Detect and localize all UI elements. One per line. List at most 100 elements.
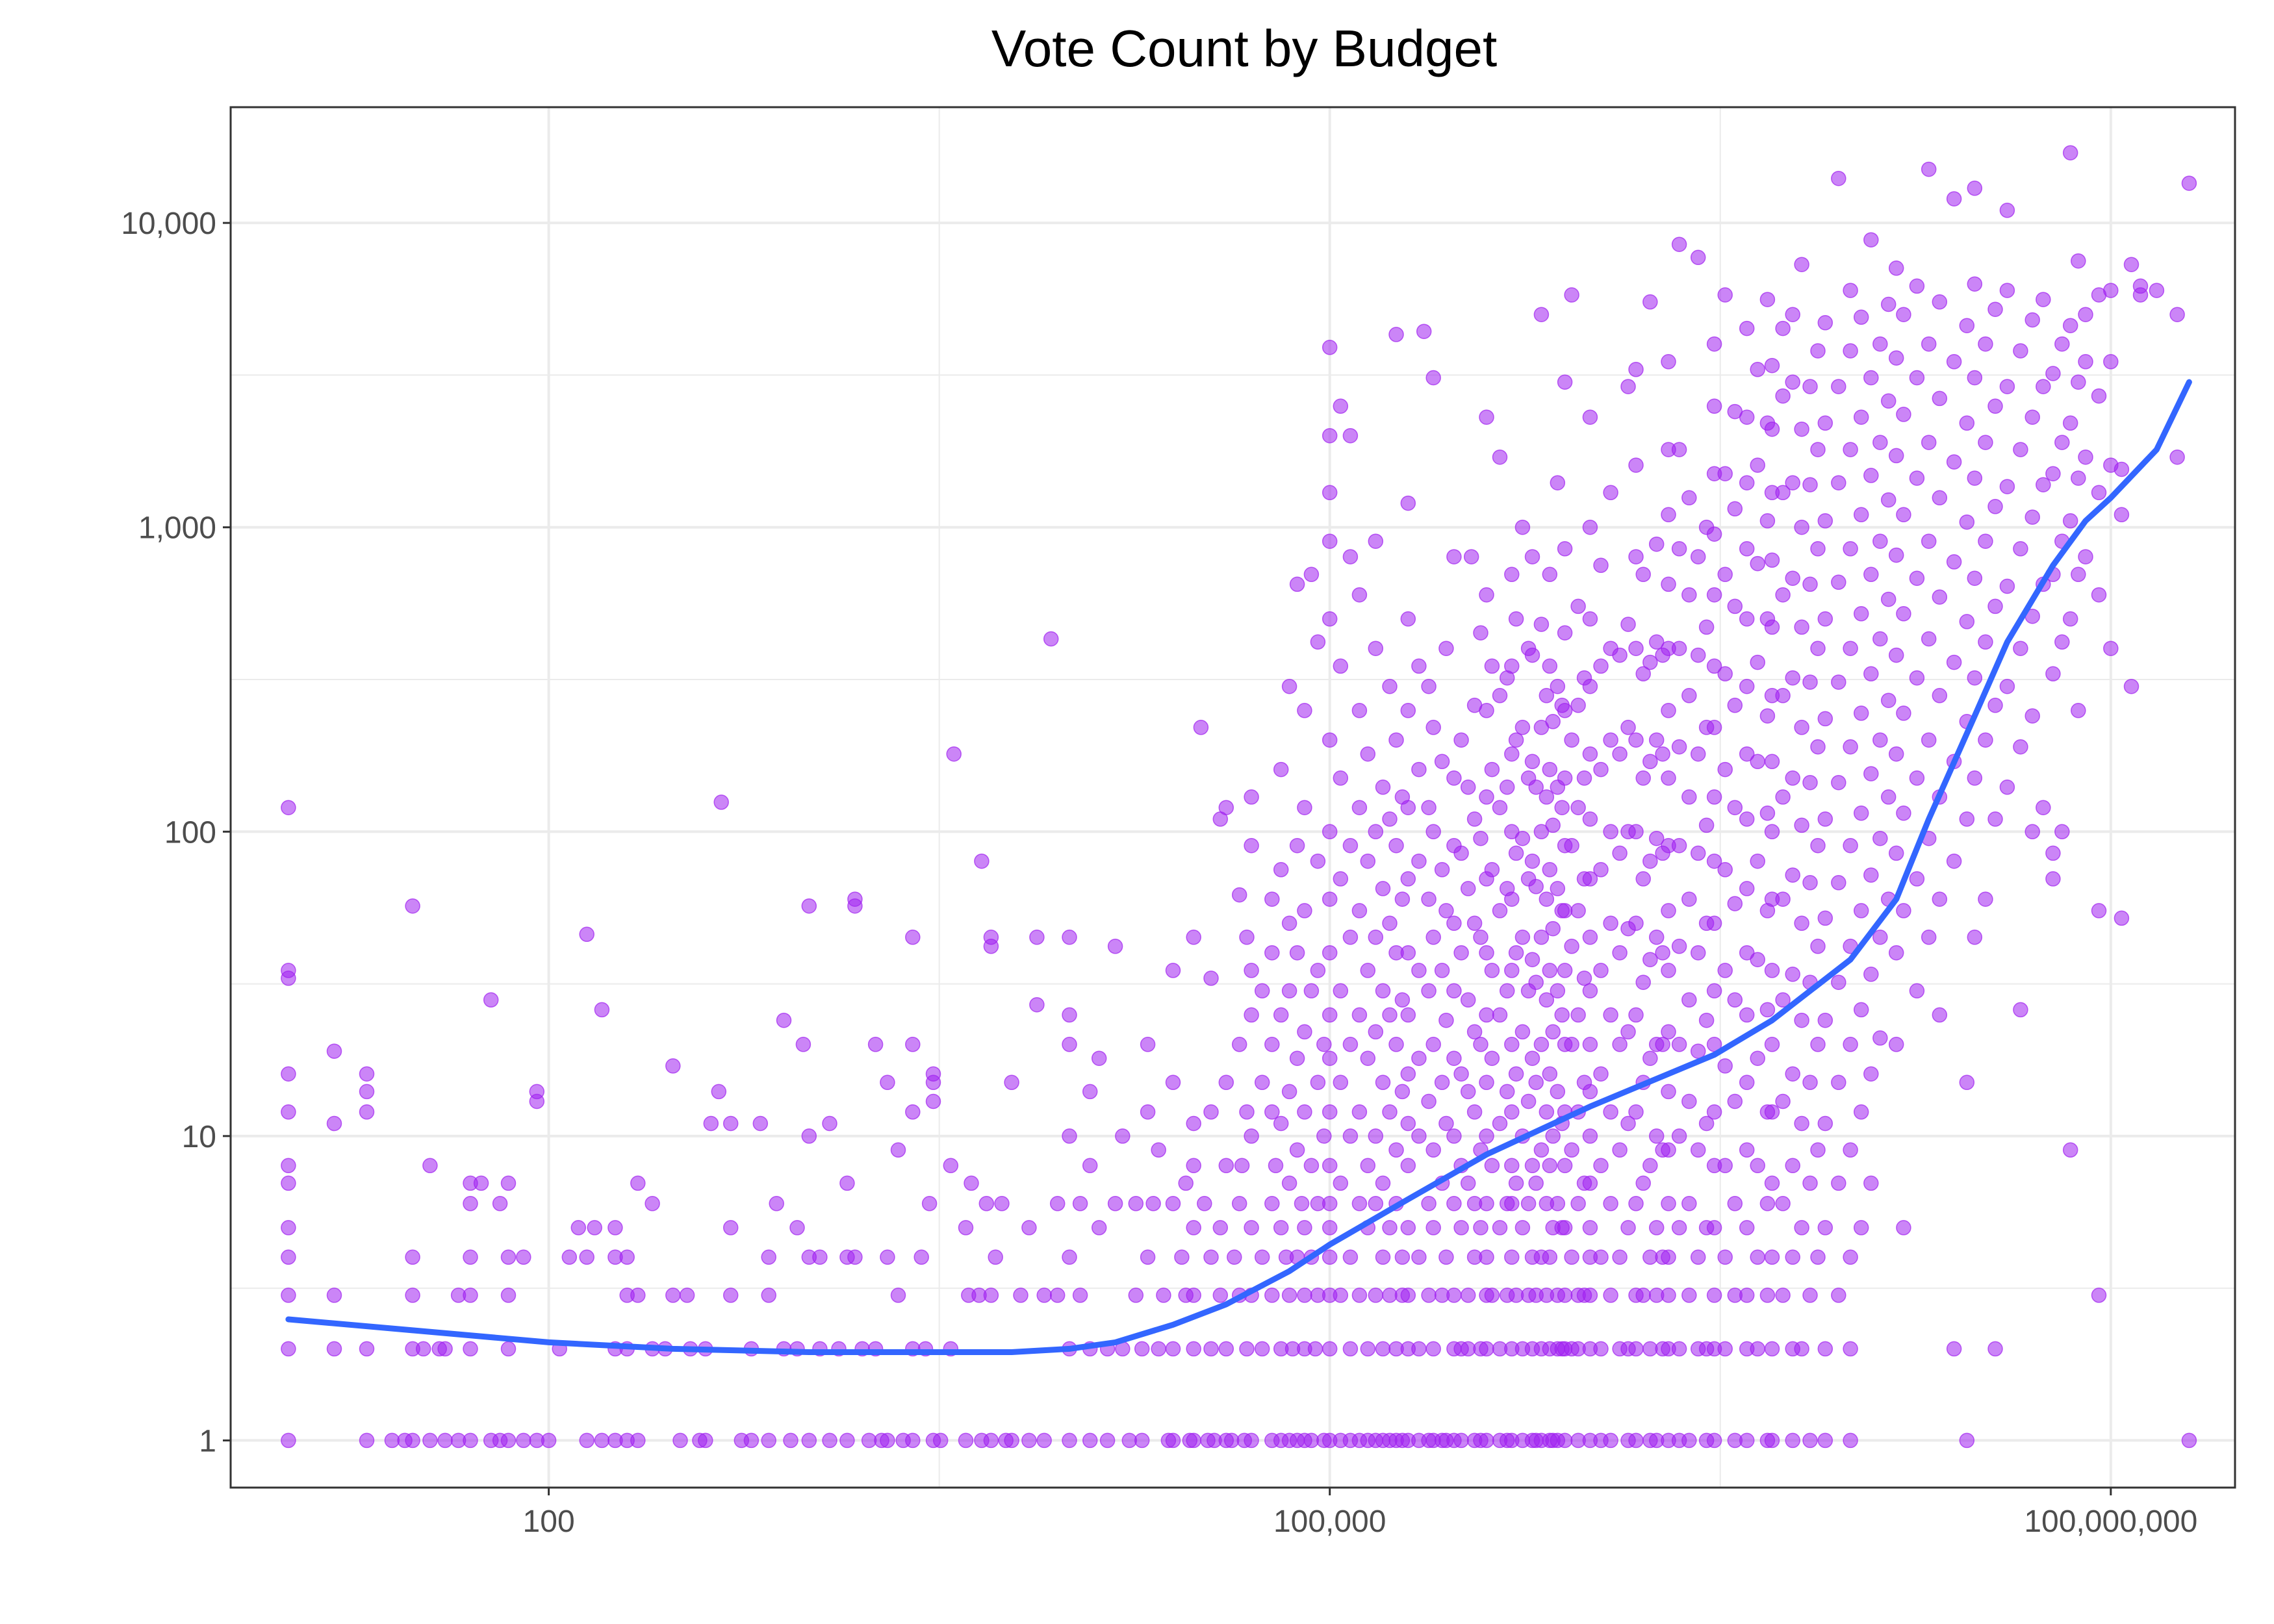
data-point (752, 1115, 769, 1132)
data-point (1310, 1074, 1326, 1091)
data-point (1690, 1043, 1706, 1059)
data-point (1817, 1115, 1833, 1132)
data-point (1545, 920, 1561, 937)
data-point (1582, 746, 1598, 762)
data-point (1382, 811, 1398, 827)
data-point (437, 1341, 453, 1357)
data-point (1817, 811, 1833, 827)
data-point (1421, 800, 1437, 815)
data-point (1062, 930, 1077, 945)
data-point (1360, 853, 1376, 869)
data-point (1368, 1196, 1384, 1212)
data-point (1492, 800, 1508, 815)
data-point (1817, 611, 1833, 627)
data-point (1909, 278, 1925, 294)
data-point (1479, 409, 1494, 425)
data-point (1593, 1249, 1609, 1265)
data-point (1764, 1432, 1780, 1449)
data-point (2036, 477, 2051, 492)
data-point (743, 1432, 760, 1449)
data-point (1628, 732, 1644, 748)
data-point (1244, 789, 1259, 805)
data-point (1987, 698, 2003, 713)
data-point (1872, 1030, 1888, 1046)
data-point (1681, 1288, 1697, 1303)
data-point (1453, 1220, 1469, 1236)
data-point (1446, 1050, 1462, 1066)
data-point (1648, 1128, 1665, 1144)
data-point (1628, 824, 1644, 840)
data-point (921, 1196, 938, 1212)
data-point (1582, 1084, 1598, 1100)
data-point (1872, 631, 1888, 647)
data-point (1853, 806, 1869, 821)
data-point (1681, 992, 1697, 1008)
data-point (1698, 1012, 1715, 1028)
data-point (1764, 421, 1780, 437)
data-point (1218, 800, 1234, 815)
data-point (1661, 1288, 1676, 1303)
data-point (1268, 1158, 1284, 1174)
data-point (867, 1037, 884, 1052)
data-point (1564, 287, 1579, 303)
data-point (1802, 576, 1818, 592)
data-point (1524, 952, 1540, 967)
data-point (1564, 1142, 1579, 1158)
data-point (1978, 891, 1993, 907)
data-point (1909, 871, 1925, 887)
data-point (2169, 449, 2185, 465)
data-point (405, 898, 420, 914)
data-point (1333, 871, 1349, 887)
data-point (1297, 703, 1312, 718)
data-point (1528, 974, 1544, 990)
data-point (1539, 992, 1555, 1008)
data-point (579, 1249, 594, 1265)
data-point (1853, 606, 1869, 622)
data-point (1514, 720, 1531, 735)
data-point (2062, 1142, 2078, 1158)
data-point (1297, 800, 1312, 815)
data-point (1446, 549, 1462, 565)
data-point (1342, 549, 1359, 565)
data-point (1479, 1007, 1494, 1023)
data-point (1479, 789, 1494, 805)
data-point (1888, 547, 1904, 563)
data-point (1322, 732, 1338, 748)
data-point (2078, 307, 2093, 322)
data-point (1570, 598, 1586, 615)
data-point (1564, 732, 1579, 748)
data-point (822, 1432, 837, 1449)
data-point (1853, 1104, 1869, 1120)
data-point (1342, 1128, 1359, 1144)
data-point (2045, 466, 2061, 481)
data-point (2071, 566, 2086, 583)
data-point (1582, 1175, 1598, 1191)
data-point (1264, 1196, 1280, 1212)
data-point (2025, 824, 2040, 840)
data-point (1999, 578, 2015, 594)
data-point (1297, 1104, 1312, 1120)
data-point (529, 1084, 545, 1100)
data-point (1460, 1288, 1476, 1303)
data-point (1322, 945, 1338, 961)
data-point (2045, 845, 2061, 861)
data-point (1817, 513, 1833, 529)
data-point (1239, 1104, 1255, 1120)
data-point (1273, 1115, 1289, 1132)
data-point (630, 1288, 646, 1303)
data-point (1554, 800, 1570, 815)
data-point (2132, 278, 2149, 294)
data-point (359, 1341, 375, 1357)
data-point (1576, 971, 1592, 986)
data-point (1872, 336, 1888, 352)
data-point (1425, 720, 1441, 735)
data-point (1545, 817, 1561, 833)
data-point (1785, 1158, 1800, 1174)
data-point (1322, 1220, 1338, 1236)
data-point (1739, 678, 1755, 694)
data-point (415, 1341, 431, 1357)
data-point (1425, 824, 1441, 840)
data-point (1446, 1288, 1462, 1303)
data-point (1863, 967, 1879, 982)
data-point (1896, 507, 1911, 523)
